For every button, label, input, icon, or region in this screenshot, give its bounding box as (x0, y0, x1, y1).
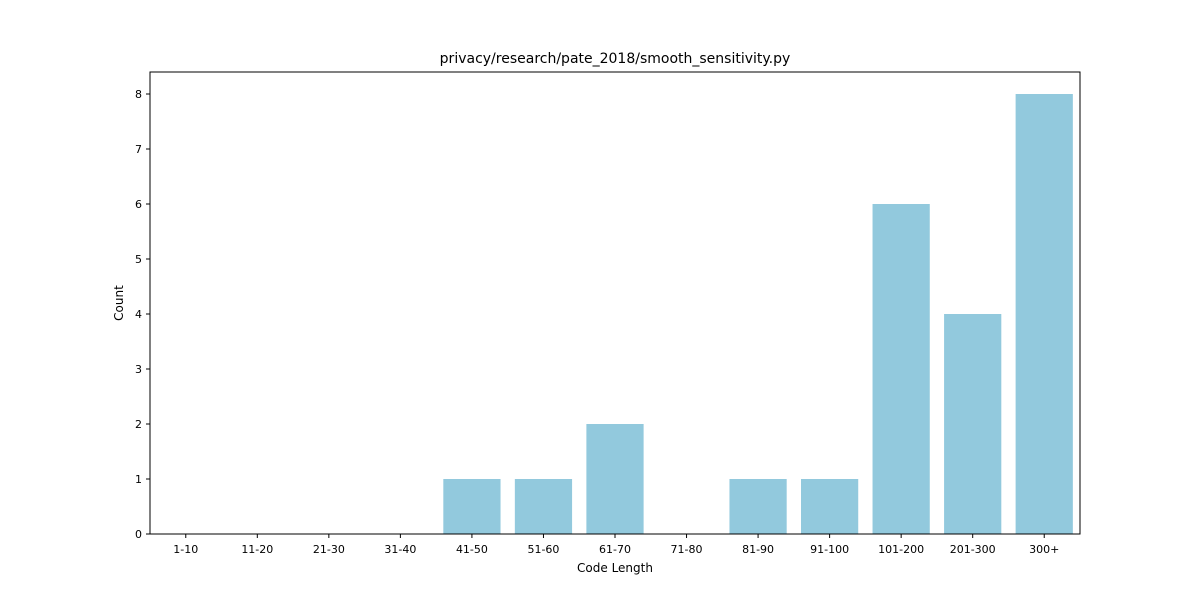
bar-41-50 (443, 479, 501, 534)
x-axis: 1-10 11-20 21-30 31-40 41-50 51-60 61-70 71-80 8… (173, 534, 1059, 556)
bar-201-300 (944, 314, 1002, 534)
y-tick-label-1: 1 (135, 473, 142, 486)
y-axis: 0 1 2 3 4 5 6 7 8 (135, 88, 150, 541)
bar-91-100 (801, 479, 859, 534)
x-axis-label: Code Length (577, 561, 653, 575)
x-tick-label-91-100: 91-100 (810, 543, 849, 556)
x-tick-label-201-300: 201-300 (950, 543, 996, 556)
y-tick-label-7: 7 (135, 143, 142, 156)
x-tick-label-300+: 300+ (1029, 543, 1059, 556)
x-tick-label-61-70: 61-70 (599, 543, 631, 556)
y-tick-label-5: 5 (135, 253, 142, 266)
y-tick-label-2: 2 (135, 418, 142, 431)
x-tick-label-51-60: 51-60 (527, 543, 559, 556)
bars (443, 94, 1073, 534)
x-tick-label-41-50: 41-50 (456, 543, 488, 556)
x-tick-label-101-200: 101-200 (878, 543, 924, 556)
x-tick-label-71-80: 71-80 (671, 543, 703, 556)
plot-frame (149, 71, 1081, 535)
y-tick-label-6: 6 (135, 198, 142, 211)
bar-81-90 (729, 479, 787, 534)
x-tick-label-31-40: 31-40 (384, 543, 416, 556)
x-tick-label-81-90: 81-90 (742, 543, 774, 556)
bar-300+ (1015, 94, 1073, 534)
y-tick-label-0: 0 (135, 528, 142, 541)
bar-101-200 (872, 204, 930, 534)
chart-title: privacy/research/pate_2018/smooth_sensit… (440, 51, 791, 67)
y-tick-label-3: 3 (135, 363, 142, 376)
x-tick-label-11-20: 11-20 (241, 543, 273, 556)
bar-61-70 (586, 424, 644, 534)
y-tick-label-8: 8 (135, 88, 142, 101)
x-tick-label-21-30: 21-30 (313, 543, 345, 556)
y-axis-label: Count (112, 285, 126, 321)
bar-51-60 (514, 479, 573, 534)
y-tick-label-4: 4 (135, 308, 142, 321)
x-tick-label-1-10: 1-10 (173, 543, 198, 556)
